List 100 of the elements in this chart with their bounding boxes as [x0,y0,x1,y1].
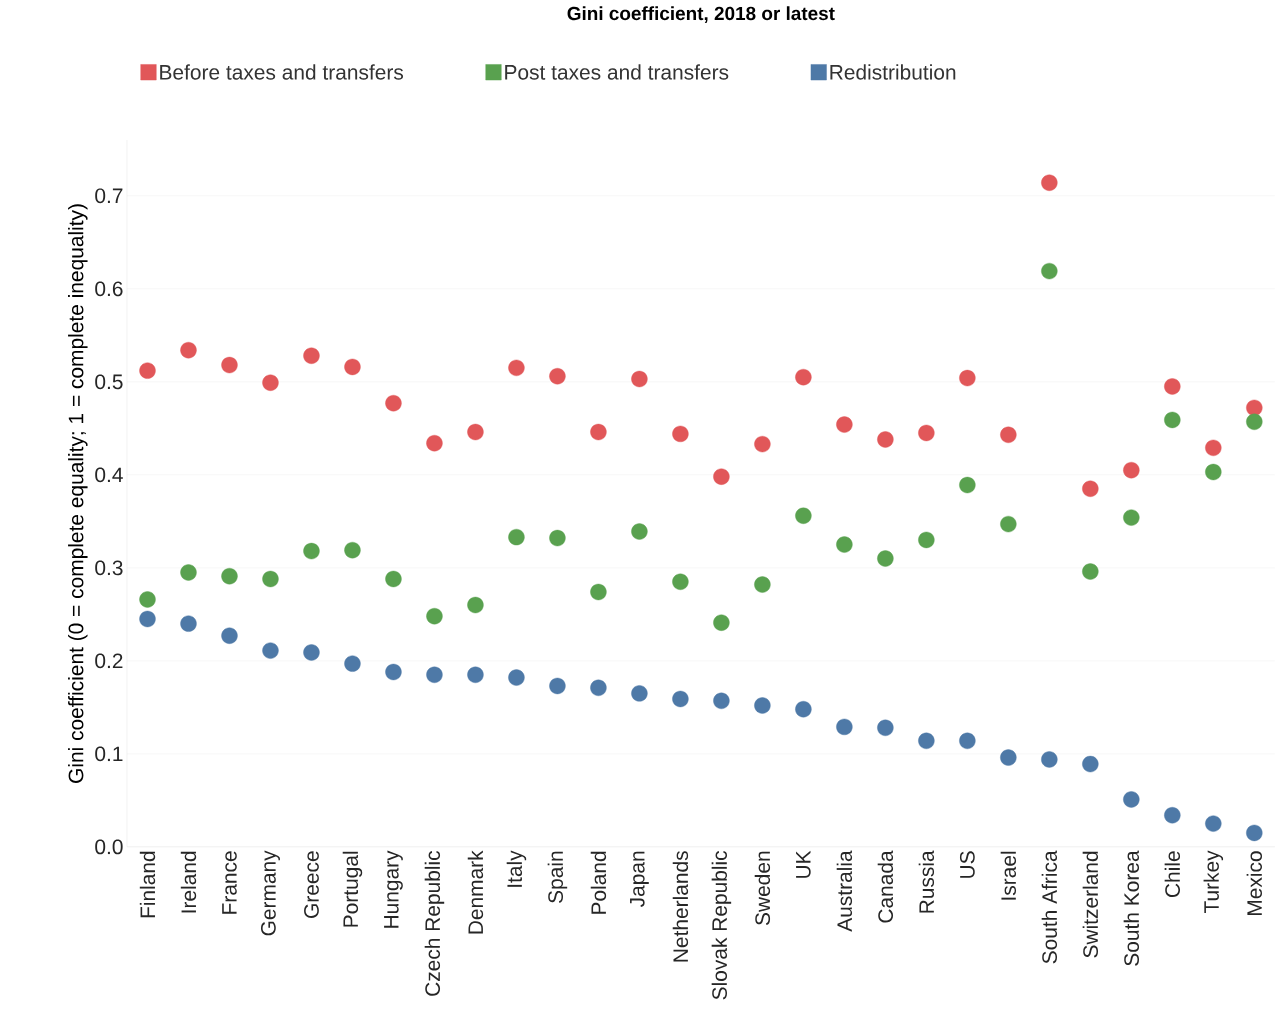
point [1164,378,1181,395]
point [590,583,607,601]
point [877,431,894,448]
legend-label: Post taxes and transfers [505,64,729,80]
point [344,358,361,376]
point [508,669,525,686]
point [1041,751,1058,768]
legend-label: Before taxes and transfers [160,64,404,80]
point [303,543,320,560]
point [1123,509,1140,526]
point [221,627,238,644]
point [631,523,648,540]
point [180,342,197,359]
point [1000,749,1017,766]
legend-label: Redistribution [830,64,956,80]
point [795,507,812,524]
x-tick-label: Russia [918,850,935,913]
x-tick-label: Israel [1000,851,1017,900]
x-tick-label: South Korea [1123,850,1140,966]
x-tick-label: Sweden [754,851,771,926]
point [1164,411,1181,429]
x-tick-label: Netherlands [672,851,689,962]
x-tick-label: Portugal [342,851,363,927]
x-tick-label: Czech Republic [424,851,445,996]
y-tick-label: 0.2 [95,653,123,669]
point [713,614,730,631]
point [959,476,976,494]
y-tick-label: 0.1 [95,746,123,762]
point [672,425,689,443]
point [139,362,156,379]
point [836,718,853,736]
point [385,570,402,588]
point [467,423,484,441]
x-tick-label: US [959,851,975,878]
x-tick-label: Slovak Republic [711,851,732,1000]
point [385,395,402,412]
point [1246,824,1263,842]
x-tick-label: UK [796,850,811,878]
point [426,608,443,625]
point [713,692,730,710]
x-tick-label: Greece [304,851,319,919]
x-tick-label: Hungary [384,850,403,928]
point [754,697,771,714]
y-tick-label: 0.0 [95,839,123,855]
point [631,685,648,702]
point [344,655,361,672]
x-tick-label: Canada [877,850,894,923]
point [1041,263,1058,280]
x-tick-label: Denmark [467,850,484,934]
point [1205,815,1222,832]
point [754,436,771,453]
point [590,423,607,441]
point [221,568,238,585]
point [303,644,320,661]
point [467,596,484,614]
point [1164,807,1181,824]
point [918,531,935,549]
point [344,542,361,559]
point [672,573,689,591]
point [1082,563,1099,580]
point [1082,756,1099,773]
point [877,550,894,567]
point [1000,516,1017,533]
point [918,424,935,442]
point [672,690,689,708]
point [426,666,443,684]
x-tick-label: Chile [1164,851,1180,898]
point [180,564,197,581]
point [959,732,976,750]
y-tick-label: 0.5 [95,374,123,390]
point [918,732,935,750]
y-tick-label: 0.7 [95,188,123,204]
x-tick-label: Italy [506,850,527,887]
x-tick-label: France [222,851,237,914]
point [262,570,279,588]
point [713,468,730,485]
point [836,416,853,433]
y-tick-label: 0.4 [95,467,123,483]
x-tick-label: Australia [836,850,853,932]
point [467,666,484,684]
y-tick-label: 0.6 [95,281,123,297]
x-tick-label: South Africa [1041,850,1058,964]
x-tick-label: Ireland [180,851,197,913]
point [959,369,976,387]
point [180,615,197,632]
x-tick-label: Mexico [1246,851,1262,916]
point [426,435,443,452]
point [1205,463,1222,481]
y-tick-label: 0.3 [95,560,123,576]
point [795,701,812,718]
point [262,374,279,391]
point [303,347,320,365]
point [549,529,566,547]
point [836,536,853,553]
x-tick-label: Spain [547,851,568,904]
point [1082,480,1099,498]
x-tick-label: Switzerland [1082,851,1099,958]
point [1205,439,1222,457]
x-tick-label: Japan [630,851,649,908]
point [1246,399,1263,417]
